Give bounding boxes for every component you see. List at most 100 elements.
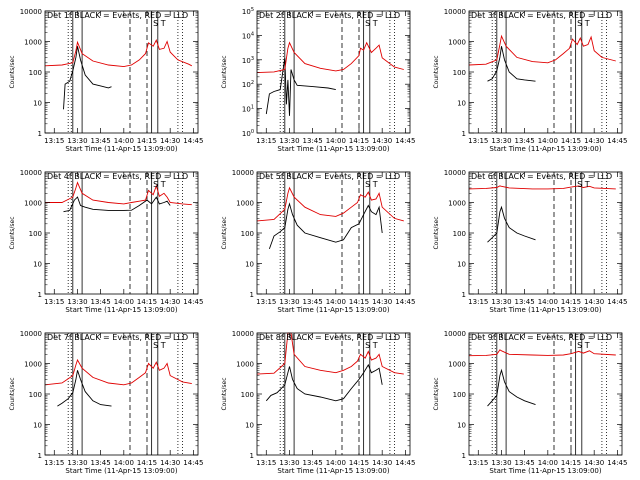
x-tick-label: 14:45	[183, 137, 203, 145]
y-tick-label: 1000	[24, 39, 42, 47]
x-tick-label: 14:00	[114, 298, 134, 306]
y-axis-label: Counts/sec	[433, 377, 440, 410]
x-tick-label: 14:45	[607, 137, 627, 145]
y-axis-label: Counts/sec	[221, 377, 228, 410]
panel-title: Det 3f BLACK = Events, RED = LLD	[471, 11, 612, 20]
series-red	[44, 39, 193, 68]
x-tick-label: 13:45	[515, 298, 535, 306]
series-black	[57, 370, 112, 407]
x-tick-label: 13:15	[468, 298, 488, 306]
y-tick-label: 10	[245, 422, 254, 430]
panel-det-3: 1 10 100 1000 10000 13:15 13:30 13:45 14:00 14:15…	[433, 8, 627, 153]
x-tick-label: 13:45	[303, 298, 323, 306]
x-tick-label: 13:15	[256, 137, 276, 145]
panel-title: Det 5f BLACK = Events, RED = LLD	[259, 172, 400, 181]
y-tick-label: 10000	[232, 169, 254, 177]
y-axis-label: Counts/sec	[221, 216, 228, 249]
y-tick-label: 100	[241, 391, 254, 399]
x-axis-label: Start Time (11-Apr-15 13:09:00)	[65, 467, 177, 475]
y-axis-label: Counts/sec	[433, 216, 440, 249]
y-tick-label: 10	[457, 261, 466, 269]
x-tick-label: 14:30	[372, 137, 392, 145]
series-red	[256, 186, 404, 222]
series-black	[487, 368, 536, 407]
x-tick-label: 14:15	[137, 137, 157, 145]
x-axis-label: Start Time (11-Apr-15 13:09:00)	[65, 145, 177, 153]
x-tick-label: 14:45	[183, 298, 203, 306]
x-tick-label: 14:15	[349, 137, 369, 145]
panel-det-6: 1 10 100 1000 10000 13:15 13:30 13:45 14:00 14:15…	[433, 169, 627, 314]
y-tick-label: 1	[462, 291, 466, 299]
marker-annotation: S T	[153, 19, 166, 28]
x-tick-label: 14:00	[538, 137, 558, 145]
x-tick-label: 13:45	[515, 459, 535, 467]
y-tick-label: 1	[38, 452, 42, 460]
panel-title: Det 2f BLACK = Events, RED = LLD	[259, 11, 400, 20]
x-tick-label: 14:15	[349, 459, 369, 467]
series-black	[487, 205, 536, 243]
x-tick-label: 13:15	[44, 137, 64, 145]
x-tick-label: 13:15	[256, 459, 276, 467]
x-tick-label: 13:30	[67, 459, 87, 467]
plot-frame	[256, 10, 411, 134]
x-tick-label: 13:30	[491, 137, 511, 145]
series-black	[265, 57, 336, 116]
x-axis-label: Start Time (11-Apr-15 13:09:00)	[489, 306, 601, 314]
series-red	[468, 185, 616, 190]
y-axis-label: Counts/sec	[9, 55, 16, 88]
marker-annotation: S T	[577, 180, 590, 189]
x-tick-label: 14:15	[561, 137, 581, 145]
x-tick-label: 14:45	[395, 298, 415, 306]
x-tick-label: 14:00	[114, 459, 134, 467]
x-tick-label: 13:30	[67, 298, 87, 306]
series-black	[265, 363, 383, 402]
series-red	[468, 349, 616, 357]
y-tick-label: 1000	[448, 39, 466, 47]
y-tick-label: 1	[38, 291, 42, 299]
x-axis-label: Start Time (11-Apr-15 13:09:00)	[277, 467, 389, 475]
panel-title: Det 4f BLACK = Events, RED = LLD	[47, 172, 188, 181]
y-tick-label: 10	[33, 422, 42, 430]
x-tick-label: 14:45	[395, 459, 415, 467]
x-tick-label: 13:15	[468, 137, 488, 145]
y-tick-label: 103	[242, 56, 254, 65]
y-tick-label: 10000	[20, 8, 42, 16]
y-tick-label: 1	[38, 130, 42, 138]
x-tick-label: 13:30	[491, 459, 511, 467]
y-tick-label: 1	[462, 452, 466, 460]
x-axis-label: Start Time (11-Apr-15 13:09:00)	[489, 467, 601, 475]
y-tick-label: 10000	[444, 8, 466, 16]
x-tick-label: 14:30	[372, 459, 392, 467]
y-tick-label: 1000	[236, 361, 254, 369]
x-tick-label: 13:45	[91, 459, 111, 467]
x-tick-label: 13:45	[91, 137, 111, 145]
y-tick-label: 105	[242, 7, 254, 16]
x-tick-label: 13:30	[279, 137, 299, 145]
panel-title: Det 6f BLACK = Events, RED = LLD	[471, 172, 612, 181]
marker-annotation: S T	[365, 341, 378, 350]
y-axis-label: Counts/sec	[433, 55, 440, 88]
x-tick-label: 14:00	[326, 137, 346, 145]
x-tick-label: 14:00	[538, 459, 558, 467]
x-tick-label: 14:00	[326, 459, 346, 467]
x-tick-label: 13:30	[279, 459, 299, 467]
x-axis-label: Start Time (11-Apr-15 13:09:00)	[277, 306, 389, 314]
x-tick-label: 14:15	[561, 459, 581, 467]
x-tick-label: 13:45	[303, 137, 323, 145]
x-tick-label: 13:15	[44, 298, 64, 306]
y-tick-label: 10	[33, 261, 42, 269]
y-tick-label: 10000	[20, 330, 42, 338]
x-tick-label: 13:15	[44, 459, 64, 467]
x-tick-label: 14:30	[160, 137, 180, 145]
series-black	[268, 202, 383, 250]
marker-annotation: S T	[577, 19, 590, 28]
y-tick-label: 10000	[444, 169, 466, 177]
y-tick-label: 102	[242, 80, 254, 89]
y-tick-label: 100	[241, 230, 254, 238]
x-tick-label: 14:15	[137, 298, 157, 306]
y-tick-label: 100	[29, 391, 42, 399]
x-axis-label: Start Time (11-Apr-15 13:09:00)	[277, 145, 389, 153]
series-red	[468, 34, 616, 66]
